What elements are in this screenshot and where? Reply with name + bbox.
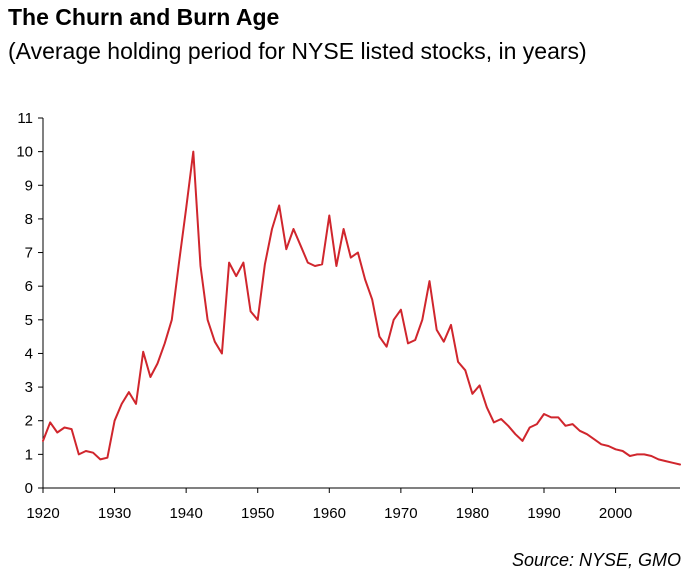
y-tick-label: 1	[25, 446, 33, 463]
x-axis: 1920 1930 1940 1950 1960 1970 1980 1990 2000	[26, 487, 680, 522]
x-tick-label: 1960	[313, 505, 346, 522]
source-note: Source: NYSE, GMO	[511, 550, 681, 570]
chart-title: The Churn and Burn Age	[8, 4, 280, 30]
x-tick-label: 2000	[599, 505, 632, 522]
series-line-0	[42, 150, 681, 466]
x-tick-label: 1940	[169, 505, 202, 522]
y-tick-label: 9	[25, 177, 33, 194]
chart-subtitle: (Average holding period for NYSE listed …	[8, 38, 587, 64]
y-tick-label: 7	[25, 245, 33, 262]
x-tick-label: 1950	[241, 505, 274, 522]
y-tick-label: 5	[25, 312, 33, 329]
y-tick-label: 0	[25, 480, 33, 497]
x-tick-label: 1980	[456, 505, 489, 522]
y-tick-label: 6	[25, 278, 33, 295]
x-tick-label: 1970	[384, 505, 417, 522]
y-tick-label: 2	[25, 413, 33, 430]
y-tick-label: 8	[25, 211, 33, 228]
x-tick-label: 1990	[527, 505, 560, 522]
y-tick-label: 3	[25, 379, 33, 396]
y-tick-label: 10	[16, 144, 33, 161]
y-axis: 0 1 2 3 4 5 6 7 8 9 10 11	[16, 110, 44, 497]
y-tick-label: 4	[25, 345, 33, 362]
x-tick-label: 1920	[26, 505, 59, 522]
series-group	[42, 150, 681, 466]
y-tick-label: 11	[17, 110, 33, 127]
x-tick-label: 1930	[98, 505, 131, 522]
